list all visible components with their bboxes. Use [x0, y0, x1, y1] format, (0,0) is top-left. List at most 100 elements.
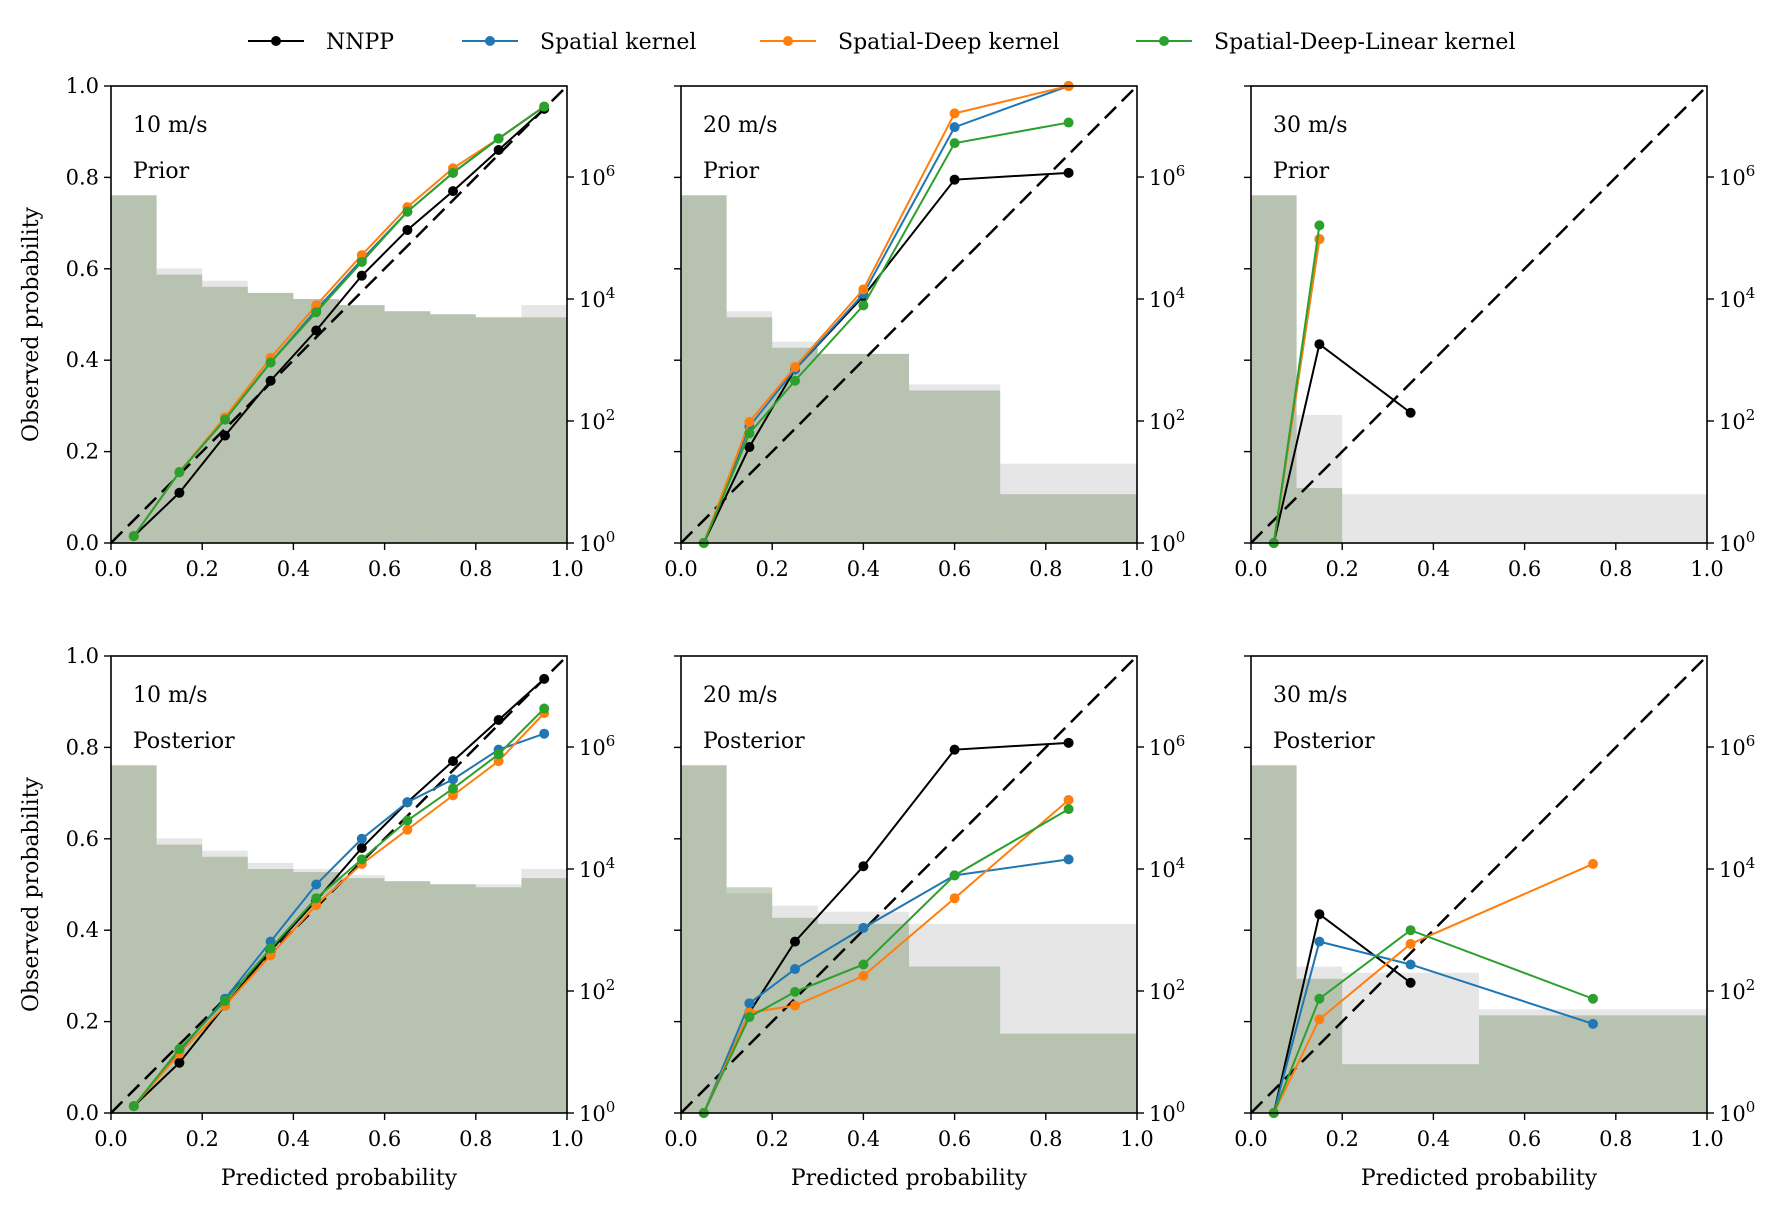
right-tick-exponent: 0 [606, 1098, 616, 1116]
series-point [1405, 938, 1416, 949]
histogram-bar [681, 195, 727, 544]
right-tick-exponent: 2 [606, 406, 616, 424]
histogram-bar [430, 314, 476, 543]
x-tick-label: 1.0 [550, 557, 583, 581]
series-point [1314, 1014, 1325, 1025]
series-point [356, 854, 367, 865]
series-line [702, 85, 1069, 544]
histogram [111, 765, 567, 1113]
histogram-bar [247, 292, 294, 543]
series-point [790, 362, 800, 373]
y-tick-label: 0.0 [66, 531, 99, 555]
series-point [949, 122, 960, 133]
y-tick-label: 0.6 [66, 257, 99, 281]
right-tick-label: 102 [1149, 976, 1185, 1004]
x-tick-label: 0.2 [1325, 557, 1358, 581]
legend-entry: Spatial-Deep-Linear kernel [1136, 30, 1515, 55]
histogram-bar [521, 878, 567, 1113]
series-point [1405, 407, 1416, 418]
series-line [133, 707, 545, 1107]
x-tick-label: 0.8 [1029, 557, 1062, 581]
right-tick-base: 10 [579, 288, 606, 312]
right-tick-base: 10 [1719, 410, 1746, 434]
panel-speed-label: 10 m/s [133, 683, 208, 708]
series-point [858, 970, 869, 981]
right-tick-base: 10 [579, 166, 606, 190]
series-point [949, 108, 960, 119]
x-tick-label: 0.4 [847, 1127, 880, 1151]
series-point [1063, 794, 1074, 805]
x-tick-label: 1.0 [550, 1127, 583, 1151]
series-point [402, 797, 413, 808]
y-tick-label: 0.8 [66, 735, 99, 759]
series-line [1272, 940, 1594, 1114]
x-tick-label: 0.6 [938, 1127, 971, 1151]
plot-frame [680, 655, 1138, 1114]
histogram-bar [293, 872, 339, 1113]
histogram-bar [430, 314, 476, 543]
legend-label: Spatial kernel [540, 30, 696, 55]
right-tick-label: 106 [1149, 732, 1185, 760]
right-tick-base: 10 [1719, 858, 1746, 882]
y-tick-label: 0.2 [66, 440, 99, 464]
x-tick-label: 0.0 [94, 1127, 127, 1151]
right-tick-exponent: 2 [1176, 406, 1186, 424]
histogram-bar [1479, 1015, 1707, 1113]
series-point [539, 101, 550, 112]
series [128, 708, 550, 1112]
series-point [1405, 959, 1416, 970]
panel-speed-label: 30 m/s [1273, 683, 1348, 708]
right-tick-label: 104 [579, 854, 615, 882]
histogram-bar [384, 881, 431, 1113]
series-point [128, 531, 139, 542]
x-tick-label: 0.8 [1029, 1127, 1062, 1151]
histogram-bar [1296, 414, 1343, 543]
right-tick-label: 100 [1149, 1098, 1185, 1126]
legend-label: Spatial-Deep-Linear kernel [1214, 30, 1515, 55]
series-point [858, 922, 869, 933]
right-tick-base: 10 [579, 858, 606, 882]
histogram-bar [475, 887, 522, 1113]
series-point [790, 986, 800, 997]
legend-label: NNPP [326, 30, 394, 55]
right-tick-exponent: 4 [606, 284, 616, 302]
right-tick-exponent: 2 [1746, 976, 1756, 994]
right-tick-label: 102 [1719, 406, 1755, 434]
plot-frame [1250, 85, 1708, 544]
series-point [265, 943, 276, 954]
x-tick-label: 1.0 [1690, 1127, 1723, 1151]
x-tick-label: 0.4 [277, 1127, 310, 1151]
histogram-bar [1251, 195, 1297, 544]
series-point [1314, 909, 1325, 920]
panel: 0.0 0.2 0.4 0.6 0.8 1.00.00.20.40.60.81.01001… [19, 74, 615, 581]
legend-marker [783, 36, 793, 46]
series-point [356, 270, 367, 281]
right-tick-base: 10 [579, 1102, 606, 1126]
y-tick-label: 0.4 [66, 918, 99, 942]
x-tick-label: 1.0 [1690, 557, 1723, 581]
right-tick-exponent: 0 [606, 528, 616, 546]
histogram-bar [339, 878, 385, 1113]
series-point [539, 673, 550, 684]
right-tick-base: 10 [1149, 288, 1176, 312]
right-tick-label: 104 [1719, 284, 1755, 312]
histogram-bar [247, 869, 294, 1113]
panel-speed-label: 20 m/s [703, 113, 778, 138]
series-point [1063, 854, 1074, 865]
right-tick-label: 100 [1719, 1098, 1755, 1126]
panel-stage-label: Prior [133, 159, 190, 184]
series-point [265, 375, 276, 386]
histogram-bar [909, 384, 1001, 543]
legend-marker [271, 36, 281, 46]
right-tick-exponent: 6 [606, 162, 616, 180]
right-tick-label: 102 [579, 406, 615, 434]
series-line [1272, 225, 1321, 544]
histogram-bar [909, 923, 1001, 1113]
x-tick-label: 0.4 [847, 557, 880, 581]
x-tick-label: 0.0 [664, 557, 697, 581]
series-point [1314, 339, 1325, 350]
histogram-bar [521, 305, 567, 543]
histogram-bar [293, 299, 339, 543]
histogram-bar [111, 765, 157, 1113]
